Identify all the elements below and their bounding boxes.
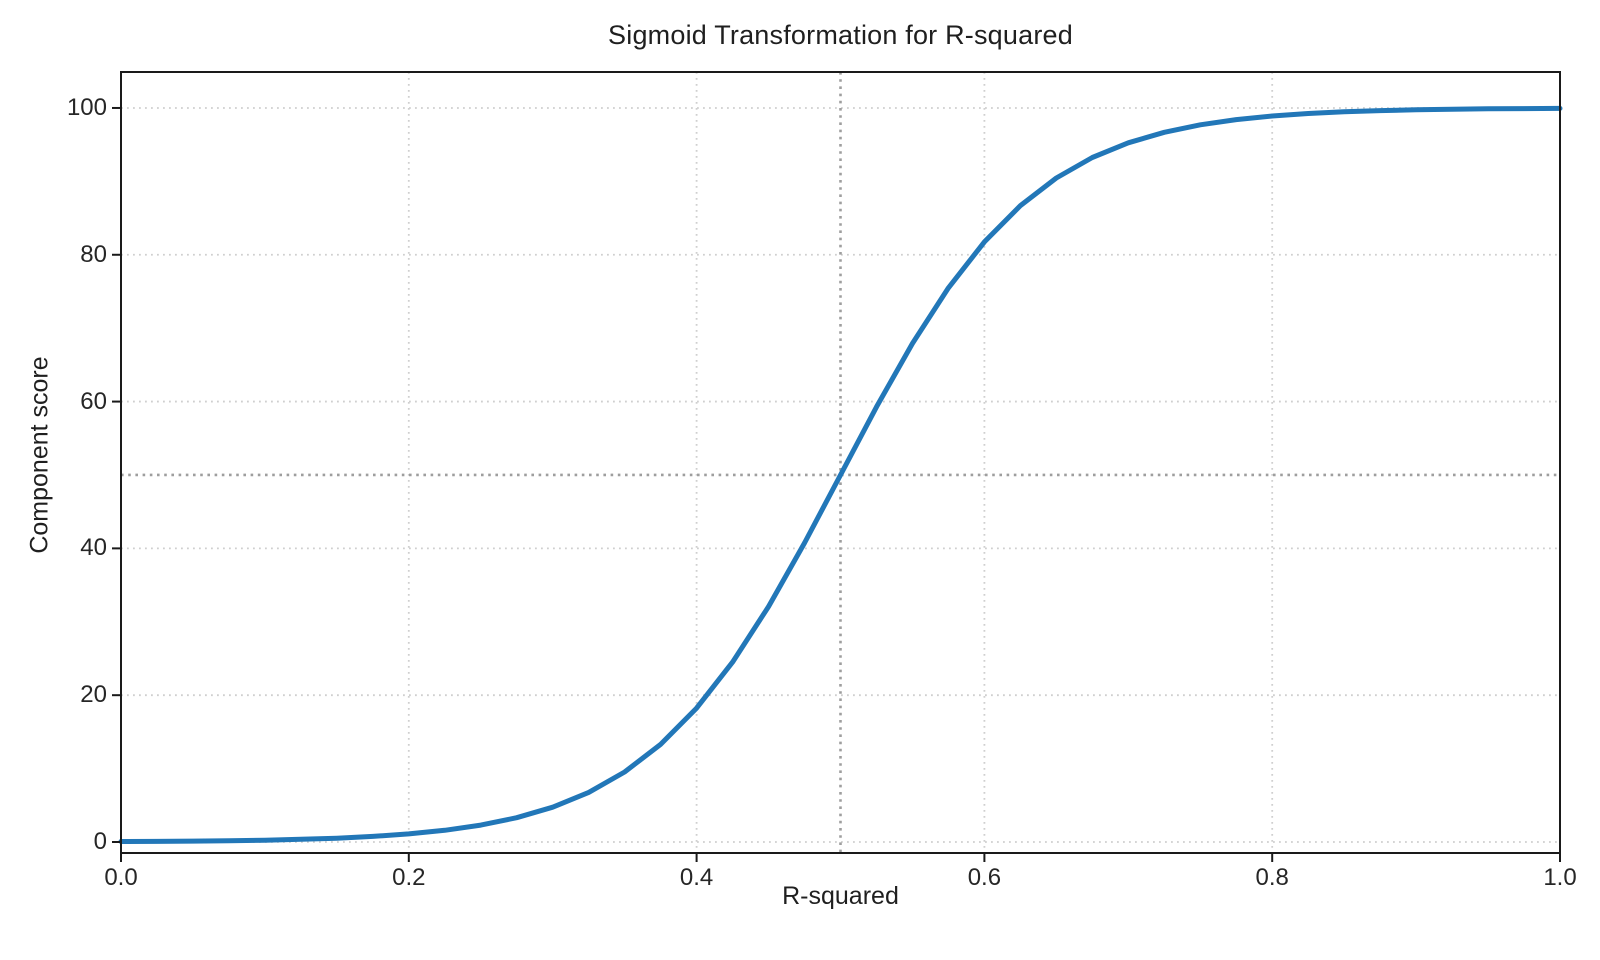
- sigmoid-curve: [118, 105, 1563, 844]
- x-axis-label: R-squared: [782, 882, 899, 910]
- x-tick-label: 1.0: [1543, 864, 1577, 891]
- y-tick-label: 60: [80, 387, 107, 415]
- y-tick-label: 100: [66, 93, 107, 121]
- y-axis-label: Component score: [25, 356, 54, 554]
- x-tick-label: 0.0: [104, 864, 138, 891]
- x-tick-label: 0.4: [679, 864, 714, 891]
- x-tick-label: 0.6: [967, 864, 1002, 891]
- x-tick-label: 0.2: [392, 864, 426, 891]
- x-tick-label: 0.8: [1255, 864, 1289, 891]
- plot-frame: [120, 71, 1561, 854]
- y-tick-label: 0: [93, 827, 107, 855]
- chart-title: Sigmoid Transformation for R-squared: [608, 20, 1073, 50]
- y-tick-label: 20: [80, 681, 107, 709]
- y-tick-label: 40: [80, 534, 107, 562]
- y-tick-label: 80: [80, 240, 107, 268]
